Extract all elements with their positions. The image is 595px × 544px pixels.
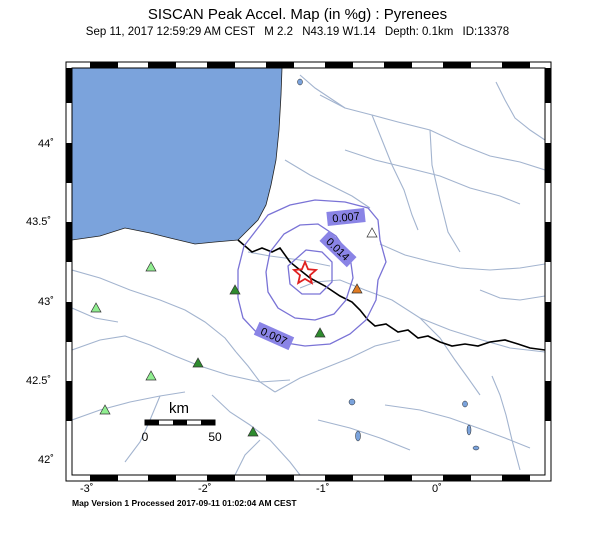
event-id: ID:13378 [462, 26, 510, 38]
lat-label-43-5: 43.5˚ [26, 216, 52, 228]
scale-bar-end: 50 [208, 430, 222, 444]
scale-bar: km 0 50 [142, 400, 222, 444]
lon-label-minus-1: -1˚ [316, 483, 330, 495]
scale-bar-start: 0 [142, 430, 149, 444]
contour-label-outer-text: 0.007 [332, 211, 361, 226]
station-triangle [145, 261, 157, 272]
map-title: SISCAN Peak Accel. Map (in %g) : Pyrenee… [147, 6, 448, 23]
lon-label-minus-2: -2˚ [198, 483, 212, 495]
lat-label-42-5: 42.5˚ [26, 375, 52, 387]
lat-label-43: 43˚ [38, 296, 54, 308]
station-triangle [314, 327, 326, 338]
contour-outer [237, 199, 387, 347]
station-triangle [247, 426, 259, 437]
lon-label-minus-3: -3˚ [80, 483, 94, 495]
contour-core [287, 249, 333, 295]
scale-bar-unit: km [169, 400, 189, 417]
event-location: N43.19 W1.14 [302, 26, 376, 38]
sea-area [72, 68, 283, 245]
station-triangle [145, 370, 157, 381]
lakes [297, 78, 480, 451]
lon-label-0: 0˚ [432, 483, 442, 495]
lat-label-44: 44˚ [38, 138, 54, 150]
event-magnitude: M 2.2 [264, 26, 293, 38]
station-triangle [366, 227, 378, 238]
seismic-stations [90, 227, 378, 437]
station-triangle [90, 302, 102, 313]
station-triangle [229, 284, 241, 295]
national-border [237, 239, 545, 351]
event-depth: Depth: 0.1km [384, 26, 454, 38]
station-triangle [99, 404, 111, 415]
lat-label-42: 42˚ [38, 454, 54, 466]
contour-label-outer: 0.007 [326, 208, 366, 226]
event-date: Sep 11, 2017 12:59:29 AM CEST [85, 26, 256, 38]
map-version-footer: Map Version 1 Processed 2017-09-11 01:02… [72, 498, 297, 508]
station-triangle [192, 357, 204, 368]
event-info: Sep 11, 2017 12:59:29 AM CEST M 2.2 N43.… [0, 26, 595, 38]
epicenter-star-icon [291, 259, 319, 285]
river-network [72, 74, 545, 475]
station-triangle [351, 283, 363, 294]
map-frame [65, 61, 552, 482]
